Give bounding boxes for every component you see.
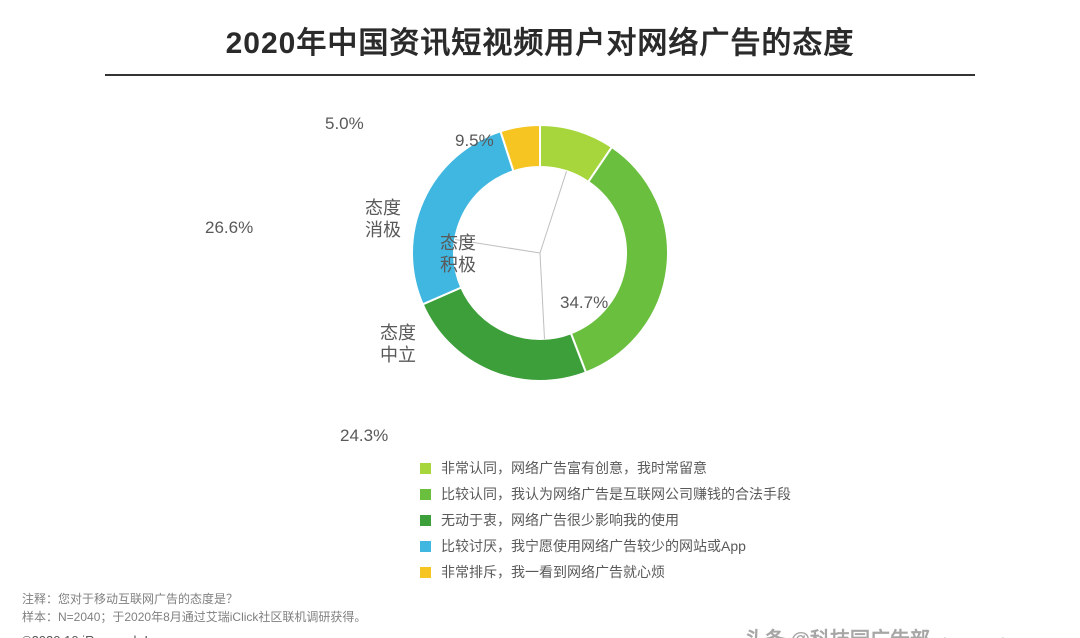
footnotes: 注释：您对于移动互联网广告的态度是？ 样本：N=2040；于2020年8月通过艾…: [22, 590, 366, 626]
donut-segment-dislike: [412, 131, 513, 304]
legend-swatch: [420, 515, 431, 526]
legend-swatch: [420, 463, 431, 474]
donut-value-label-strong_agree: 9.5%: [455, 131, 494, 151]
legend-item-2: 无动于衷，网络广告很少影响我的使用: [420, 510, 791, 530]
legend-text: 比较讨厌，我宁愿使用网络广告较少的网站或App: [441, 536, 746, 556]
legend-item-0: 非常认同，网络广告富有创意，我时常留意: [420, 458, 791, 478]
chart-title: 2020年中国资讯短视频用户对网络广告的态度: [0, 18, 1080, 62]
watermark-attribution: 头条 @科技园广告部: [745, 623, 930, 638]
legend-text: 无动于衷，网络广告很少影响我的使用: [441, 510, 679, 530]
donut-value-label-neutral: 24.3%: [340, 426, 388, 446]
donut-inner-divider: [540, 171, 567, 253]
chart-area: 9.5%34.7%24.3%26.6%5.0%态度积极态度中立态度消极: [260, 93, 820, 493]
footnote-line-1: 注释：您对于移动互联网广告的态度是？: [22, 590, 366, 608]
legend-text: 非常认同，网络广告富有创意，我时常留意: [441, 458, 707, 478]
legend-item-4: 非常排斥，我一看到网络广告就心烦: [420, 562, 791, 582]
legend-swatch: [420, 567, 431, 578]
donut-inner-label-2: 态度消极: [365, 198, 401, 241]
donut-inner-label-0: 态度积极: [440, 233, 476, 276]
legend-item-1: 比较认同，我认为网络广告是互联网公司赚钱的合法手段: [420, 484, 791, 504]
donut-value-label-dislike: 26.6%: [205, 218, 253, 238]
copyright: ©2020.10 iResearch Inc: [22, 633, 162, 638]
watermark-domain: www.iresearch.com.cn: [906, 634, 1066, 638]
legend-swatch: [420, 489, 431, 500]
donut-inner-label-1: 态度中立: [380, 323, 416, 366]
title-underline: [105, 74, 975, 76]
legend-swatch: [420, 541, 431, 552]
legend-text: 非常排斥，我一看到网络广告就心烦: [441, 562, 665, 582]
legend: 非常认同，网络广告富有创意，我时常留意比较认同，我认为网络广告是互联网公司赚钱的…: [420, 458, 791, 588]
legend-text: 比较认同，我认为网络广告是互联网公司赚钱的合法手段: [441, 484, 791, 504]
footnote-line-2: 样本：N=2040；于2020年8月通过艾瑞iClick社区联机调研获得。: [22, 608, 366, 626]
legend-item-3: 比较讨厌，我宁愿使用网络广告较少的网站或App: [420, 536, 791, 556]
donut-value-label-agree: 34.7%: [560, 293, 608, 313]
donut-value-label-strong_dislike: 5.0%: [325, 114, 364, 134]
donut-inner-divider: [540, 253, 545, 339]
